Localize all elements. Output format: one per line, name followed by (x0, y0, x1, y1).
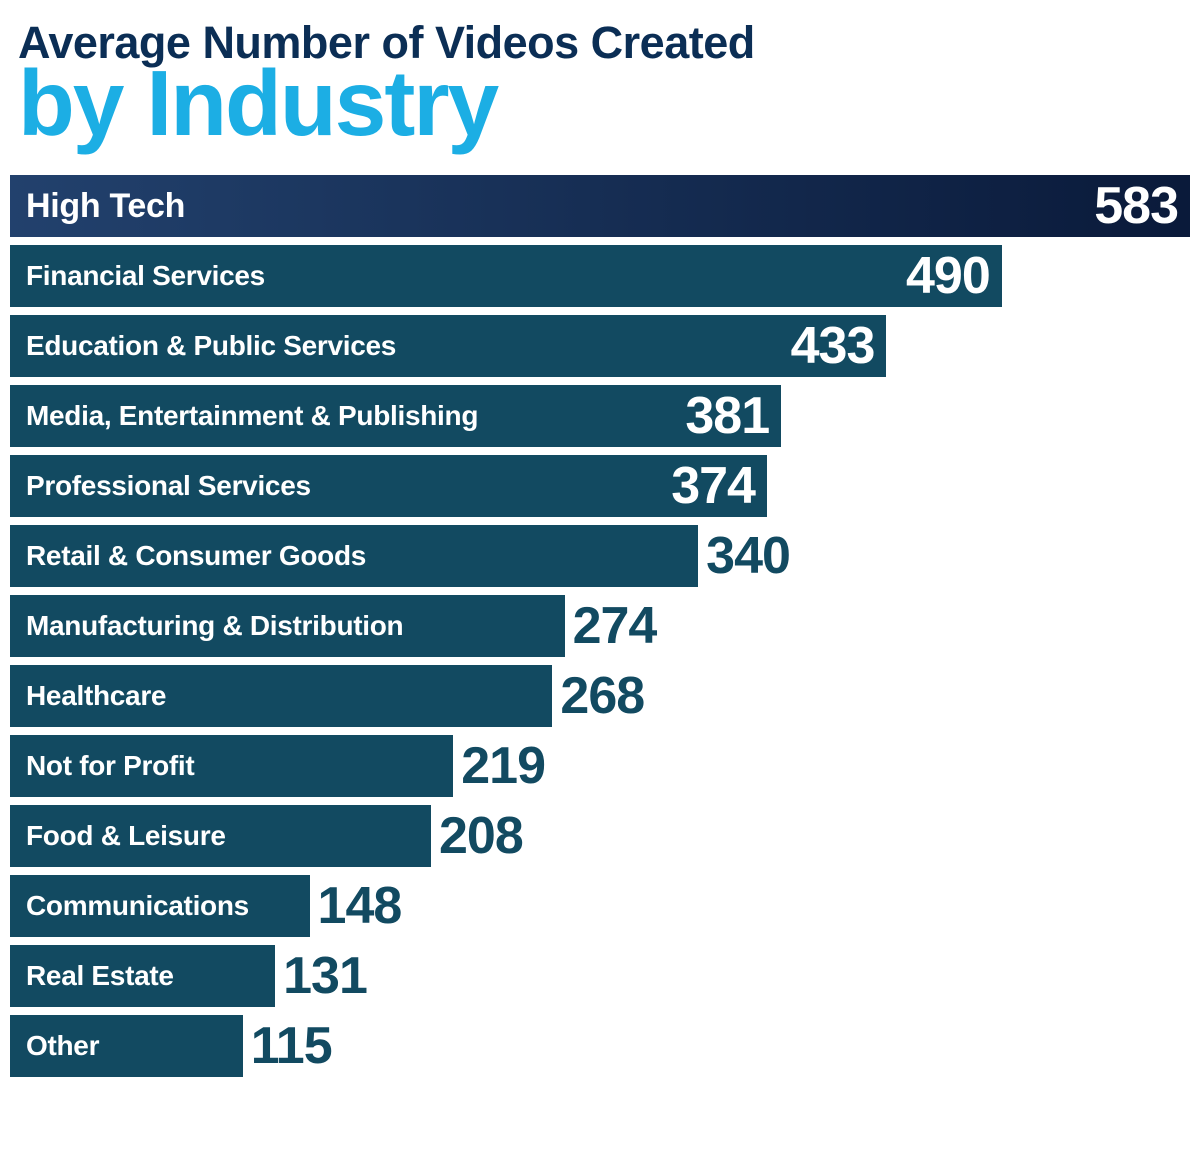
bar-value: 274 (573, 600, 657, 652)
bar: Manufacturing & Distribution (10, 595, 565, 657)
bar: Retail & Consumer Goods (10, 525, 698, 587)
bar-row: Food & Leisure 208 (10, 805, 1190, 867)
bar-label: Financial Services (26, 260, 265, 292)
bar: Not for Profit (10, 735, 453, 797)
bar-value: 381 (685, 390, 781, 442)
title-line-2: by Industry (18, 59, 1190, 147)
bar: Food & Leisure (10, 805, 431, 867)
bar-row: Not for Profit 219 (10, 735, 1190, 797)
bar: Other (10, 1015, 243, 1077)
bar: Real Estate (10, 945, 275, 1007)
bar-row: Media, Entertainment & Publishing 381 (10, 385, 1190, 447)
bar-value: 219 (461, 740, 545, 792)
bar: Education & Public Services 433 (10, 315, 886, 377)
bar-value: 208 (439, 810, 523, 862)
bar-label: Professional Services (26, 470, 311, 502)
bar-chart: High Tech 583 Financial Services 490 Educati… (10, 175, 1190, 1077)
chart-title: Average Number of Videos Created by Indu… (10, 20, 1190, 147)
bar-label: Communications (26, 890, 249, 922)
bar-value: 374 (671, 460, 767, 512)
bar-value: 131 (283, 950, 367, 1002)
bar-label: High Tech (26, 187, 185, 226)
bar-row: Professional Services 374 (10, 455, 1190, 517)
bar-label: Food & Leisure (26, 820, 226, 852)
bar-label: Manufacturing & Distribution (26, 610, 403, 642)
bar: Communications (10, 875, 310, 937)
bar-row: Healthcare 268 (10, 665, 1190, 727)
bar: Healthcare (10, 665, 552, 727)
bar-value: 268 (560, 670, 644, 722)
bar-value: 115 (251, 1020, 332, 1072)
bar: High Tech 583 (10, 175, 1190, 237)
bar-row: High Tech 583 (10, 175, 1190, 237)
bar-label: Not for Profit (26, 750, 194, 782)
bar-row: Education & Public Services 433 (10, 315, 1190, 377)
bar-label: Real Estate (26, 960, 174, 992)
bar-value: 340 (706, 530, 790, 582)
bar: Professional Services 374 (10, 455, 767, 517)
bar: Media, Entertainment & Publishing 381 (10, 385, 781, 447)
bar-value: 148 (318, 880, 402, 932)
bar-label: Healthcare (26, 680, 166, 712)
bar-value: 490 (906, 250, 1002, 302)
bar-row: Real Estate 131 (10, 945, 1190, 1007)
bar-value: 433 (791, 320, 887, 372)
bar-label: Retail & Consumer Goods (26, 540, 366, 572)
bar-row: Other 115 (10, 1015, 1190, 1077)
bar-row: Retail & Consumer Goods 340 (10, 525, 1190, 587)
bar-label: Other (26, 1030, 99, 1062)
bar: Financial Services 490 (10, 245, 1002, 307)
bar-row: Financial Services 490 (10, 245, 1190, 307)
bar-row: Manufacturing & Distribution 274 (10, 595, 1190, 657)
bar-row: Communications 148 (10, 875, 1190, 937)
bar-label: Education & Public Services (26, 330, 396, 362)
bar-label: Media, Entertainment & Publishing (26, 400, 478, 432)
bar-value: 583 (1094, 180, 1190, 232)
